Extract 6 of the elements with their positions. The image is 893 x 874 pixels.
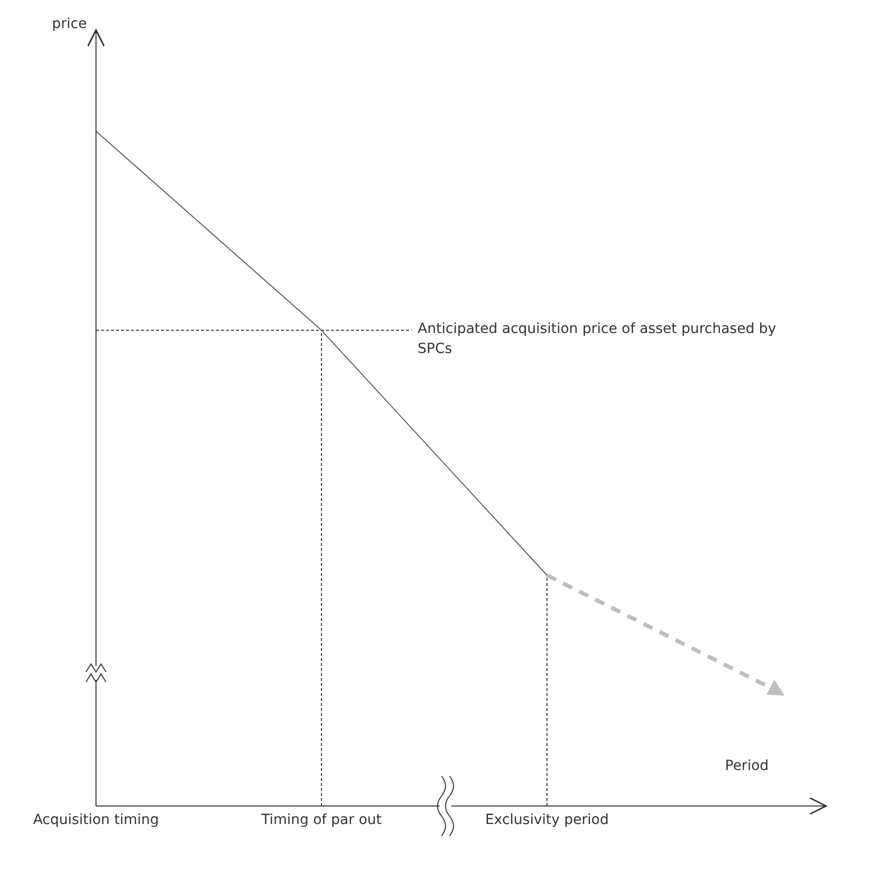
x-tick-label: Acquisition timing — [33, 812, 159, 828]
ref-line-label: Anticipated acquisition price of asset purchased by SPCs — [418, 320, 778, 360]
x-axis-title: Period — [725, 758, 769, 774]
text: price — [52, 16, 87, 32]
x-tick-label: Exclusivity period — [485, 812, 609, 828]
x-tick-label: Timing of par out — [260, 812, 382, 828]
